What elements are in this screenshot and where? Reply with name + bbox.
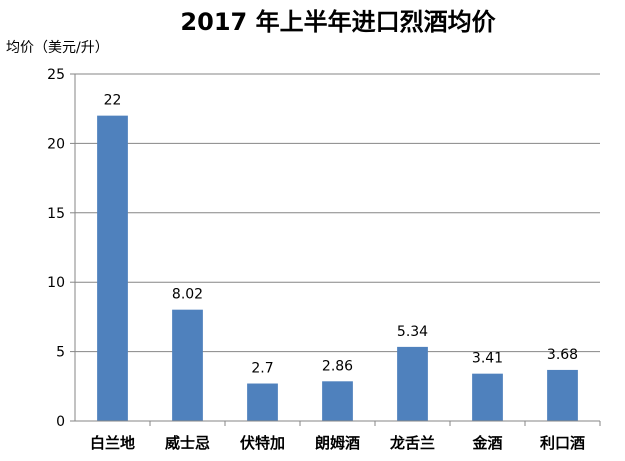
data-label: 2.7 xyxy=(251,361,273,377)
chart-title: 2017 年上半年进口烈酒均价 xyxy=(180,8,496,36)
gridlines xyxy=(75,73,600,353)
bar xyxy=(322,381,353,421)
y-axis-label: 均价（美元/升） xyxy=(6,40,109,56)
bar xyxy=(97,115,128,421)
bar xyxy=(397,346,428,421)
category-labels: 白兰地 威士忌 伏特加 朗姆酒 龙舌兰 金酒 利口酒 xyxy=(90,421,601,452)
data-labels: 22 8.02 2.7 2.86 5.34 3.41 3.68 xyxy=(104,93,579,377)
category-label: 朗姆酒 xyxy=(315,434,360,452)
data-label: 5.34 xyxy=(397,324,428,340)
data-label: 2.86 xyxy=(322,358,353,374)
data-label: 22 xyxy=(104,93,122,109)
y-tick-label: 20 xyxy=(47,136,65,152)
data-label: 3.68 xyxy=(547,347,578,363)
y-tick-labels: 0 5 10 15 20 25 xyxy=(47,67,75,430)
data-label: 8.02 xyxy=(172,287,203,303)
bars xyxy=(97,115,578,421)
category-label: 龙舌兰 xyxy=(389,434,435,452)
category-label: 威士忌 xyxy=(165,434,210,452)
y-tick-label: 5 xyxy=(56,345,65,361)
y-tick-label: 25 xyxy=(47,67,65,83)
y-tick-label: 15 xyxy=(47,206,65,222)
bar xyxy=(172,309,203,421)
bar xyxy=(547,369,578,421)
bar xyxy=(472,373,503,421)
y-tick-label: 10 xyxy=(47,275,65,291)
category-label: 金酒 xyxy=(471,434,502,452)
category-label: 利口酒 xyxy=(540,434,585,452)
category-label: 白兰地 xyxy=(90,434,135,452)
category-label: 伏特加 xyxy=(240,434,285,452)
y-tick-label: 0 xyxy=(56,414,65,430)
bar xyxy=(247,383,278,421)
data-label: 3.41 xyxy=(472,351,503,367)
